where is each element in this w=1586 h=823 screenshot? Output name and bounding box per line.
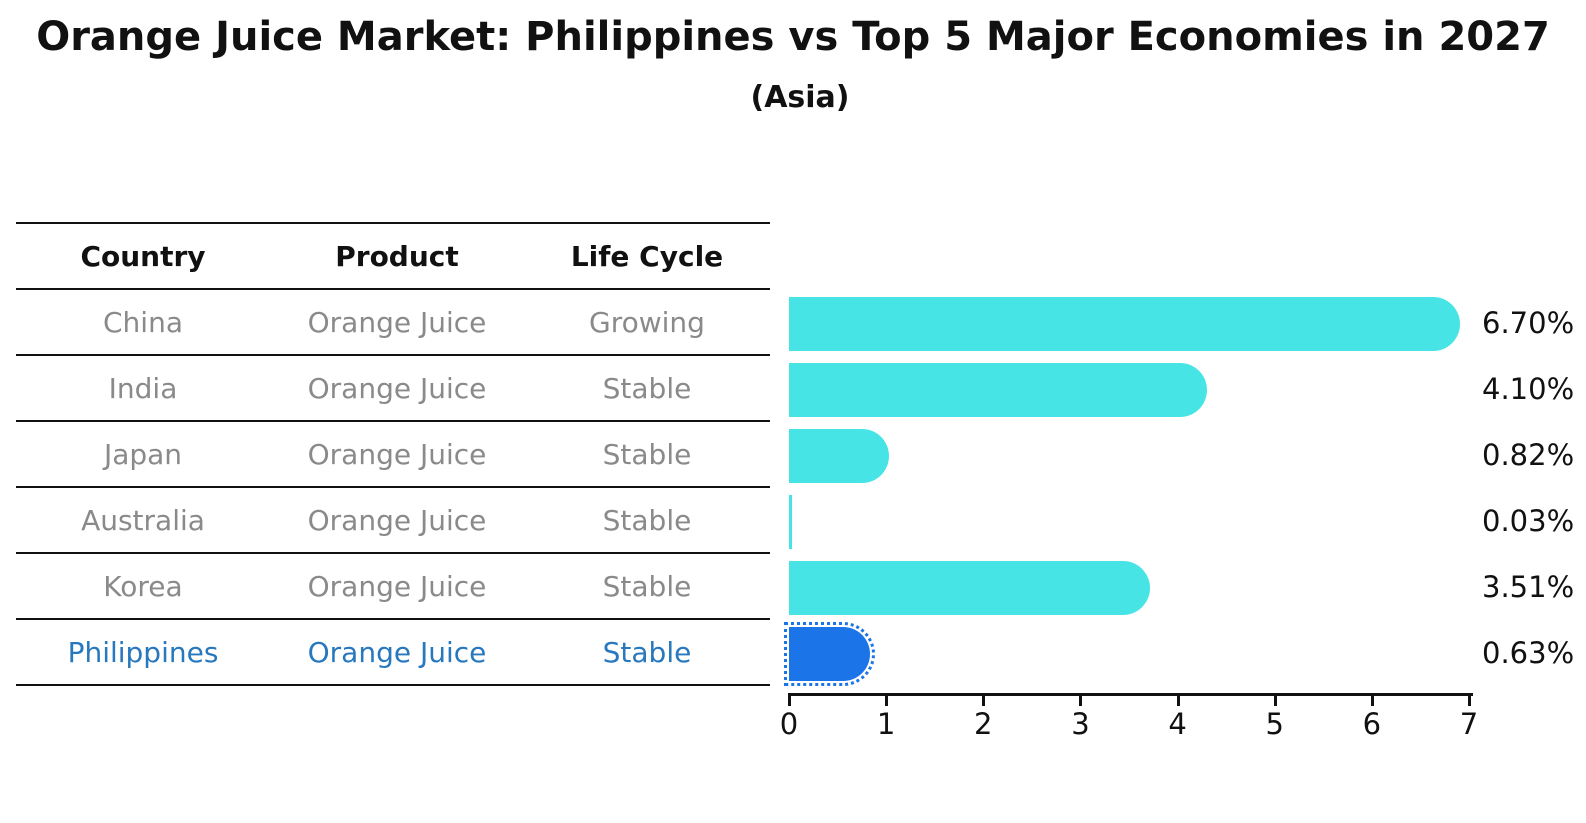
table-cell-product: Orange Juice — [307, 503, 487, 537]
x-tick-6 — [1370, 696, 1374, 706]
x-tick-label-6: 6 — [1362, 707, 1382, 741]
x-tick-label-5: 5 — [1265, 707, 1284, 741]
table-cell-lifecycle: Stable — [602, 503, 692, 537]
table-cell-lifecycle: Stable — [602, 569, 692, 603]
chart-title: Orange Juice Market: Philippines vs Top … — [36, 14, 1550, 60]
chart-subtitle: (Asia) — [750, 80, 850, 115]
x-tick-1 — [885, 696, 889, 706]
x-tick-label-0: 0 — [779, 707, 799, 741]
table-header-lifecycle: Life Cycle — [570, 239, 724, 273]
x-axis-line — [788, 693, 1473, 696]
x-tick-label-2: 2 — [974, 707, 993, 741]
x-tick-7 — [1468, 696, 1471, 706]
table-cell-lifecycle: Stable — [602, 371, 692, 405]
table-row-australia: Australia Orange Juice Stable — [16, 486, 770, 552]
x-tick-label-4: 4 — [1168, 707, 1187, 741]
country-table: Country Product Life Cycle China Orange J… — [16, 222, 770, 686]
table-cell-product: Orange Juice — [307, 371, 487, 405]
bar-philippines — [783, 622, 876, 686]
table-cell-product: Orange Juice — [307, 305, 487, 339]
table-cell-lifecycle: Stable — [602, 635, 692, 669]
value-label-korea: 3.51% — [1482, 570, 1575, 604]
x-tick-4 — [1176, 696, 1180, 706]
table-header-product: Product — [335, 239, 459, 273]
table-cell-country: China — [103, 305, 183, 339]
value-label-philippines: 0.63% — [1482, 636, 1575, 670]
table-cell-country: Japan — [103, 437, 183, 471]
table-row-japan: Japan Orange Juice Stable — [16, 420, 770, 486]
bar-japan — [789, 429, 889, 483]
bar-india — [789, 363, 1208, 417]
table-cell-product: Orange Juice — [307, 569, 487, 603]
value-label-australia: 0.03% — [1482, 504, 1575, 538]
table-row-philippines: Philippines Orange Juice Stable — [16, 618, 770, 684]
bar-korea — [789, 561, 1150, 615]
bar-china — [789, 297, 1460, 351]
value-label-china: 6.70% — [1482, 306, 1575, 340]
x-tick-label-3: 3 — [1071, 707, 1090, 741]
table-header-row: Country Product Life Cycle — [16, 222, 770, 288]
value-label-india: 4.10% — [1482, 372, 1575, 406]
table-cell-product: Orange Juice — [307, 437, 487, 471]
table-cell-product: Orange Juice — [307, 635, 487, 669]
x-tick-5 — [1273, 696, 1277, 706]
table-row-korea: Korea Orange Juice Stable — [16, 552, 770, 618]
x-tick-label-7: 7 — [1459, 707, 1479, 741]
x-tick-label-1: 1 — [876, 707, 896, 741]
x-tick-2 — [982, 696, 986, 706]
table-cell-country: Philippines — [67, 635, 219, 669]
x-tick-0 — [788, 696, 791, 706]
bar-australia — [789, 495, 792, 549]
x-tick-3 — [1079, 696, 1083, 706]
table-cell-lifecycle: Stable — [602, 437, 692, 471]
table-row-india: India Orange Juice Stable — [16, 354, 770, 420]
table-row-china: China Orange Juice Growing — [16, 288, 770, 354]
table-body: China Orange Juice Growing India Orange Juic… — [16, 288, 770, 684]
table-cell-country: Korea — [103, 569, 183, 603]
value-label-japan: 0.82% — [1482, 438, 1575, 472]
table-header-country: Country — [80, 239, 206, 273]
table-cell-lifecycle: Growing — [589, 305, 705, 339]
table-cell-country: India — [108, 371, 178, 405]
table-cell-country: Australia — [81, 503, 205, 537]
